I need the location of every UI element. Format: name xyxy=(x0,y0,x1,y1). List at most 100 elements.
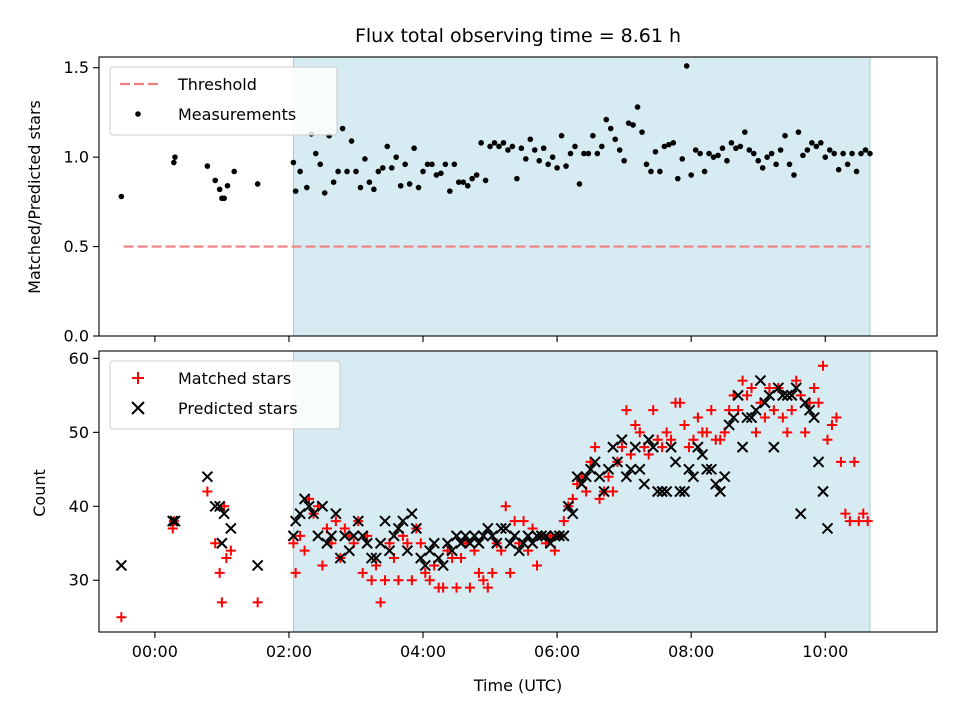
measurement-point xyxy=(800,152,806,159)
matched-point xyxy=(487,567,498,578)
measurement-point xyxy=(768,150,775,157)
measurement-point xyxy=(339,125,346,132)
predicted-point xyxy=(343,544,355,557)
measurement-point xyxy=(625,120,632,126)
measurement-point xyxy=(679,156,686,162)
predicted-point xyxy=(803,404,816,416)
measurement-point xyxy=(764,154,770,160)
measurement-point xyxy=(657,168,663,175)
predicted-point xyxy=(441,537,454,549)
measurement-point xyxy=(795,129,802,135)
measurement-point xyxy=(424,161,431,168)
series-predicted-stars xyxy=(115,374,834,572)
measurement-point xyxy=(447,188,453,194)
measurement-point xyxy=(297,168,303,175)
matched-point xyxy=(706,405,717,416)
predicted-point xyxy=(629,441,642,453)
matched-point xyxy=(826,419,837,430)
predicted-point xyxy=(289,515,302,527)
predicted-point xyxy=(455,537,467,549)
matched-point xyxy=(813,397,824,408)
predicted-point xyxy=(580,471,592,483)
measurement-point xyxy=(599,143,605,150)
predicted-point xyxy=(482,522,494,535)
matched-point xyxy=(116,612,127,623)
predicted-point xyxy=(406,507,418,520)
measurement-point xyxy=(118,193,125,200)
measurement-point xyxy=(216,186,223,193)
measurement-point xyxy=(867,150,873,157)
matched-point xyxy=(290,567,301,578)
predicted-point xyxy=(732,389,744,402)
predicted-point xyxy=(370,552,382,564)
matched-point xyxy=(661,427,672,438)
predicted-point xyxy=(620,471,633,483)
top-observing-window xyxy=(292,56,871,337)
matched-point xyxy=(380,575,391,586)
measurement-point xyxy=(782,132,788,139)
measurement-point xyxy=(639,129,645,135)
predicted-point xyxy=(683,463,695,476)
predicted-point xyxy=(750,404,762,416)
measurement-point xyxy=(590,132,596,139)
predicted-point xyxy=(625,463,637,476)
measurement-point xyxy=(809,140,815,146)
matched-point xyxy=(616,442,627,453)
measurement-point xyxy=(460,179,467,185)
predicted-point xyxy=(477,530,490,542)
measurement-point xyxy=(826,147,833,153)
measurement-point xyxy=(415,184,422,191)
measurement-point xyxy=(375,168,382,175)
predicted-point xyxy=(696,448,709,461)
predicted-point xyxy=(459,530,472,542)
predicted-point xyxy=(348,530,360,542)
measurement-point xyxy=(576,181,583,187)
matched-point xyxy=(531,560,542,571)
predicted-point xyxy=(167,515,179,527)
predicted-point xyxy=(611,456,624,468)
predicted-point xyxy=(634,463,646,476)
measurement-point xyxy=(509,143,516,150)
matched-point xyxy=(835,456,846,467)
measurement-point xyxy=(724,157,730,164)
predicted-point xyxy=(745,411,758,424)
measurement-point xyxy=(813,143,820,150)
matched-point xyxy=(853,516,864,527)
matched-point xyxy=(701,427,712,438)
matched-point xyxy=(844,516,855,527)
predicted-point xyxy=(473,537,485,549)
predicted-point xyxy=(665,441,677,453)
measurement-point xyxy=(455,179,462,185)
bottom-y-tick-label: 50 xyxy=(69,423,89,442)
measurement-point xyxy=(505,147,511,153)
measurement-point xyxy=(630,122,636,128)
measurement-point xyxy=(469,175,475,182)
top-y-tick-label: 1.0 xyxy=(64,148,89,167)
bottom-legend: Matched stars Predicted stars xyxy=(109,360,341,430)
predicted-point xyxy=(701,463,713,476)
predicted-point xyxy=(495,522,507,535)
measurement-point xyxy=(397,182,404,189)
measurement-point xyxy=(171,159,177,166)
predicted-point xyxy=(374,537,387,549)
matched-point xyxy=(415,538,426,549)
measurement-point xyxy=(518,145,525,152)
matched-point xyxy=(505,567,516,578)
predicted-point xyxy=(794,507,807,520)
top-legend: Threshold Measurements xyxy=(109,66,338,136)
legend-matched-marker xyxy=(132,372,144,384)
predicted-point xyxy=(656,485,668,498)
matched-point xyxy=(202,486,213,497)
predicted-point xyxy=(723,419,735,431)
matched-point xyxy=(759,412,770,423)
matched-point xyxy=(737,375,748,386)
predicted-point xyxy=(397,515,409,527)
predicted-point xyxy=(415,552,427,564)
matched-point xyxy=(456,553,467,564)
predicted-point xyxy=(651,485,664,498)
predicted-point xyxy=(799,397,811,409)
matched-point xyxy=(500,501,511,512)
measurement-point xyxy=(661,143,668,150)
measurement-point xyxy=(212,177,219,184)
matched-point xyxy=(768,405,779,416)
